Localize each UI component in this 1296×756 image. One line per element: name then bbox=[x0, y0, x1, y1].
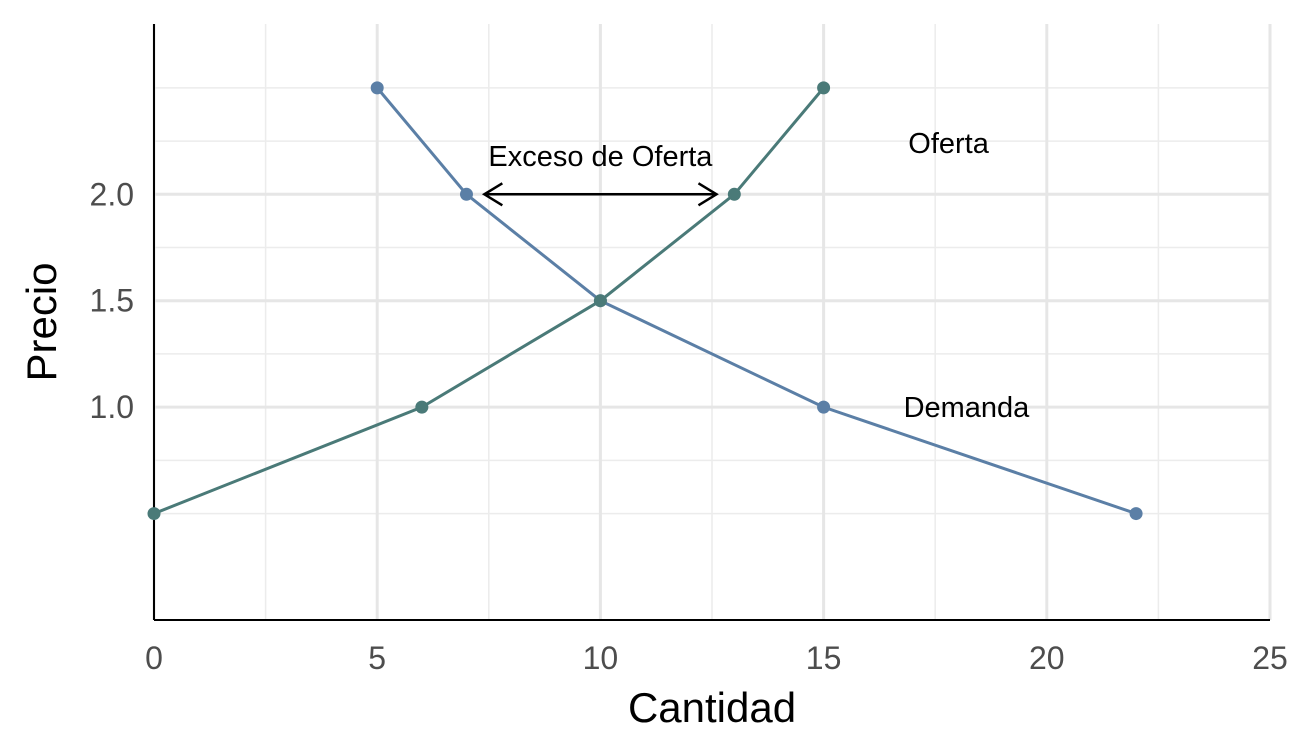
data-point-oferta bbox=[727, 187, 741, 201]
arrow-head-left bbox=[481, 182, 503, 207]
y-tick-label: 1.5 bbox=[90, 283, 134, 319]
excess-supply-arrow bbox=[481, 182, 719, 207]
minor-grid bbox=[154, 24, 1270, 620]
data-point-oferta bbox=[817, 81, 831, 95]
y-tick-label: 2.0 bbox=[90, 176, 134, 212]
x-tick-label: 20 bbox=[1029, 640, 1065, 676]
x-tick-label: 5 bbox=[368, 640, 386, 676]
annotations: Oferta Demanda Exceso de Oferta bbox=[488, 128, 1030, 424]
x-tick-label: 0 bbox=[145, 640, 163, 676]
data-point-oferta bbox=[147, 507, 161, 521]
y-tick-label: 1.0 bbox=[90, 389, 134, 425]
data-point-demanda bbox=[817, 400, 831, 414]
annotation-label: Demanda bbox=[904, 392, 1031, 424]
data-point-demanda bbox=[370, 81, 384, 95]
x-tick-labels: 0 5 10 15 20 25 bbox=[145, 640, 1288, 676]
arrow-head-right bbox=[697, 182, 719, 207]
series-points bbox=[147, 81, 1143, 521]
annotation-label: Oferta bbox=[908, 128, 989, 160]
data-point-oferta bbox=[415, 400, 429, 414]
x-tick-label: 15 bbox=[806, 640, 842, 676]
axes bbox=[153, 24, 1270, 621]
annotation-label: Exceso de Oferta bbox=[488, 141, 713, 173]
data-point-oferta bbox=[593, 294, 607, 308]
x-axis-title: Cantidad bbox=[628, 684, 796, 731]
y-axis-title: Precio bbox=[18, 262, 65, 381]
data-point-demanda bbox=[1129, 507, 1143, 521]
x-tick-label: 10 bbox=[583, 640, 619, 676]
x-tick-label: 25 bbox=[1252, 640, 1288, 676]
y-tick-labels: 1.0 1.5 2.0 bbox=[90, 176, 134, 425]
data-point-demanda bbox=[459, 187, 473, 201]
